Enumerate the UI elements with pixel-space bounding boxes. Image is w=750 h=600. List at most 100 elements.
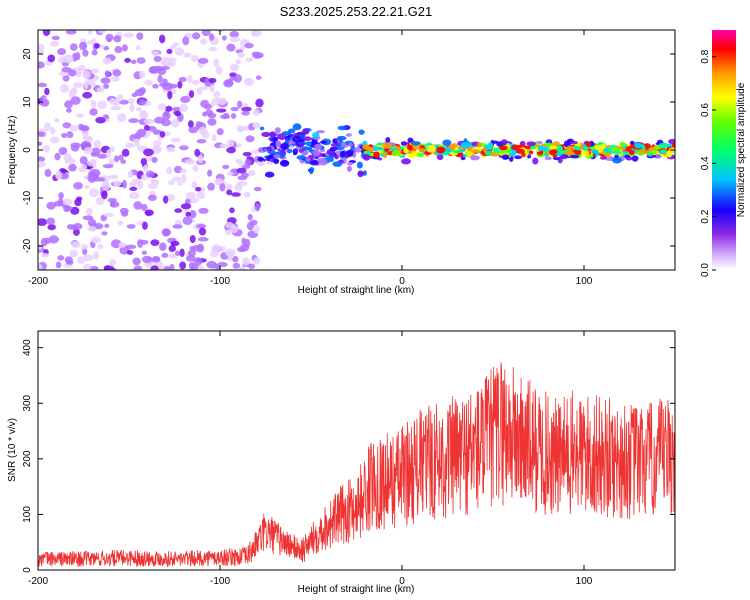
spectrogram-cell (57, 198, 64, 206)
spectrogram-cell (61, 132, 68, 138)
spectrogram-cell (469, 155, 480, 161)
spectrogram-cell (180, 168, 187, 174)
spectrogram-cell (38, 141, 43, 146)
spectrogram-cell (407, 137, 414, 143)
spectrogram-cell (301, 146, 310, 151)
spectrogram-cell (362, 144, 370, 150)
spectrogram-cell (245, 135, 255, 143)
spectrogram-cell (501, 154, 510, 160)
spectrogram-cell (406, 144, 414, 151)
spectrogram-cell (667, 138, 675, 145)
spectrogram-cell (62, 198, 73, 206)
x-tick-label: -100 (210, 576, 230, 587)
spectrogram-cell (196, 87, 203, 96)
spectrogram-cell (213, 58, 220, 67)
spectrogram-cell (65, 30, 77, 35)
spectrogram-cell (71, 241, 81, 249)
spectrogram-cell (537, 145, 544, 152)
spectrogram-cell (50, 126, 56, 135)
spectrogram-cell (226, 171, 234, 176)
spectrogram-cell (112, 180, 122, 187)
spectrogram-cell (484, 144, 494, 151)
spectrogram-cell (118, 242, 127, 248)
spectrogram-cell (196, 138, 207, 144)
spectrogram-cell (163, 265, 171, 270)
spectrogram-cell (499, 145, 508, 150)
spectrogram-cell (150, 239, 160, 246)
spectrogram-cell (169, 263, 175, 270)
spectrogram-cell (38, 49, 45, 55)
spectrogram-cell (226, 147, 236, 154)
spectrogram-cell (113, 155, 120, 163)
spectrogram-cell (208, 33, 215, 41)
spectrogram-cell (54, 118, 60, 123)
spectrogram-cell (82, 91, 93, 99)
spectrogram-cell (49, 136, 60, 144)
spectrogram-cell (118, 154, 124, 161)
spectrogram-cell (166, 57, 177, 62)
spectrogram-cell (189, 210, 197, 219)
spectrogram-cell (61, 67, 72, 73)
spectrogram-cell (129, 186, 138, 192)
spectrogram-cell (87, 218, 97, 227)
spectrogram-cell (287, 128, 296, 134)
spectrogram-cell (96, 86, 105, 93)
spectrogram-cell (167, 60, 176, 67)
spectrogram-cell (66, 107, 72, 113)
spectrogram-cell (316, 130, 326, 134)
spectrogram-cell (279, 160, 290, 167)
spectrogram-cell (209, 84, 215, 93)
spectrogram-cell (237, 51, 245, 59)
spectrogram-cell (411, 145, 421, 150)
spectrogram-cell (514, 155, 523, 160)
spectrogram-cell (471, 149, 481, 154)
spectrogram-cell (49, 40, 60, 47)
spectrogram-cell (47, 54, 56, 63)
spectrogram-cell (253, 225, 260, 234)
spectrogram-cell (159, 242, 167, 251)
spectrogram-cell (157, 75, 163, 83)
spectrogram-cell (305, 141, 312, 147)
spectrogram-cell (229, 76, 238, 81)
spectrogram-cell (574, 150, 583, 155)
spectrogram-cell (266, 146, 272, 152)
spectrogram-cell (247, 213, 253, 221)
spectrogram-cell (46, 217, 56, 225)
spectrogram-cell (401, 158, 411, 165)
spectrogram-cell (555, 145, 563, 152)
spectrogram-cell (93, 139, 102, 148)
x-tick-label: -100 (210, 276, 230, 287)
spectrogram-cell (230, 106, 239, 112)
spectrogram-cell (529, 150, 534, 155)
spectrogram-cell (312, 159, 317, 164)
spectrogram-cell (225, 183, 233, 191)
spectrogram-cell (139, 110, 147, 116)
spectrogram-cell (133, 265, 143, 270)
y-tick-label: -10 (22, 190, 33, 205)
spectrogram-cell (38, 160, 46, 168)
spectrogram-cell (103, 83, 110, 89)
spectrogram-cell (243, 77, 255, 87)
y-tick-label: 200 (22, 450, 33, 467)
spectrogram-cell (196, 191, 206, 200)
spectrogram-cell (658, 142, 669, 149)
spectrogram-cell (81, 243, 88, 250)
spectrogram-cell (239, 266, 246, 270)
spectrogram-cell (142, 221, 148, 230)
spectrogram-cell (207, 118, 217, 126)
spectrogram-cell (38, 263, 43, 270)
spectrogram-cell (119, 207, 129, 215)
spectrogram-cell (135, 45, 141, 51)
spectrogram-cell (143, 118, 154, 125)
spectrogram-cell (136, 57, 146, 64)
spectrogram-cell (85, 207, 93, 216)
spectrogram-cell (253, 109, 260, 116)
spectrogram-cell (187, 120, 194, 128)
spectrogram-cell (134, 141, 140, 148)
spectrogram-cell (82, 49, 89, 57)
spectrogram-cell (442, 139, 452, 146)
colorbar-axis: 0.0 0.2 0.4 0.6 0.8 (700, 49, 716, 277)
spectrogram-cell (104, 70, 111, 78)
spectrogram-cell (255, 98, 264, 108)
spectrogram-cell (256, 159, 265, 167)
